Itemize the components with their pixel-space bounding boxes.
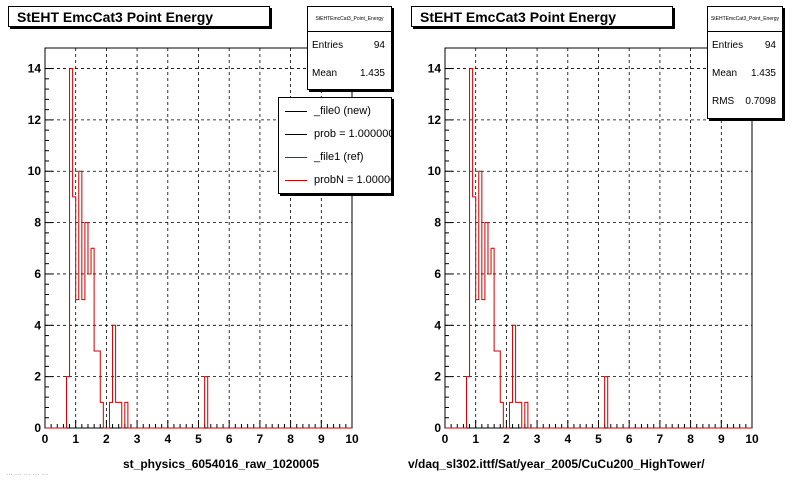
footer-faint-text: ... ... ... ... ... xyxy=(6,468,49,477)
legend-entry: prob = 1.000000 xyxy=(279,123,391,146)
y-tick-label: 6 xyxy=(34,267,41,281)
x-tick-label: 7 xyxy=(257,432,264,446)
x-tick-label: 5 xyxy=(595,432,602,446)
y-tick-label: 2 xyxy=(34,370,41,384)
stats-rms-row: RMS 0.7098 xyxy=(708,88,782,116)
legend-left: _file0 (new) prob = 1.000000 _file1 (ref… xyxy=(278,97,392,194)
x-tick-label: 3 xyxy=(134,432,141,446)
stats-entries-value: 94 xyxy=(373,40,385,51)
stats-box-right: StEHTEmcCat3_Point_Energy Entries 94 Mea… xyxy=(707,6,783,119)
y-tick-label: 2 xyxy=(434,370,441,384)
y-tick-label: 14 xyxy=(28,62,42,76)
canvas-title-left: StEHT EmcCat3 Point Energy xyxy=(8,6,270,27)
y-tick-label: 10 xyxy=(28,164,42,178)
y-tick-label: 14 xyxy=(428,62,442,76)
stats-entries-value: 94 xyxy=(764,40,776,51)
x-tick-label: 4 xyxy=(564,432,571,446)
legend-swatch-prob xyxy=(285,134,307,135)
stats-mean-label: Mean xyxy=(312,68,338,79)
legend-label: _file0 (new) xyxy=(314,105,371,117)
legend-label: _file1 (ref) xyxy=(314,151,364,163)
stats-mean-label: Mean xyxy=(712,68,738,79)
stats-rms-label: RMS xyxy=(712,96,735,107)
stats-histogram-name: StEHTEmcCat3_Point_Energy xyxy=(308,7,391,32)
x-tick-label: 6 xyxy=(626,432,633,446)
x-tick-label: 1 xyxy=(72,432,79,446)
x-tick-label: 4 xyxy=(164,432,171,446)
stats-entries-row: Entries 94 xyxy=(708,32,782,60)
x-tick-label: 8 xyxy=(687,432,694,446)
plot-frame xyxy=(444,47,753,429)
x-tick-label: 9 xyxy=(718,432,725,446)
y-tick-label: 8 xyxy=(34,216,41,230)
y-tick-label: 10 xyxy=(428,164,442,178)
x-tick-label: 10 xyxy=(745,432,759,446)
x-tick-label: 9 xyxy=(318,432,325,446)
stats-box-left: StEHTEmcCat3_Point_Energy Entries 94 Mea… xyxy=(307,6,392,90)
stats-histogram-name: StEHTEmcCat3_Point_Energy xyxy=(708,7,782,32)
legend-entry: _file0 (new) xyxy=(279,100,391,123)
y-tick-label: 6 xyxy=(434,267,441,281)
stats-entries-label: Entries xyxy=(312,40,344,51)
y-tick-label: 4 xyxy=(34,318,41,332)
legend-entry: _file1 (ref) xyxy=(279,146,391,169)
stats-entries-row: Entries 94 xyxy=(308,32,391,60)
x-tick-label: 0 xyxy=(42,432,49,446)
x-tick-label: 8 xyxy=(287,432,294,446)
legend-entry: probN = 1.000000 xyxy=(279,169,391,192)
x-tick-label: 0 xyxy=(442,432,449,446)
canvas-title-right: StEHT EmcCat3 Point Energy xyxy=(411,6,673,27)
stats-mean-row: Mean 1.435 xyxy=(308,60,391,88)
y-tick-label: 8 xyxy=(434,216,441,230)
x-tick-label: 5 xyxy=(195,432,202,446)
legend-swatch-probn xyxy=(285,180,307,181)
x-tick-label: 3 xyxy=(534,432,541,446)
x-tick-label: 2 xyxy=(103,432,110,446)
y-tick-label: 12 xyxy=(28,113,42,127)
x-tick-label: 10 xyxy=(345,432,359,446)
legend-label: prob = 1.000000 xyxy=(314,128,392,140)
y-tick-label: 0 xyxy=(34,421,41,435)
stats-entries-label: Entries xyxy=(712,40,744,51)
legend-swatch-new xyxy=(285,111,307,112)
y-tick-label: 0 xyxy=(434,421,441,435)
y-tick-label: 4 xyxy=(434,318,441,332)
x-tick-label: 7 xyxy=(657,432,664,446)
y-tick-label: 12 xyxy=(428,113,442,127)
legend-label: probN = 1.000000 xyxy=(314,174,391,186)
x-tick-label: 2 xyxy=(503,432,510,446)
histogram-series-line xyxy=(45,68,352,429)
stats-mean-row: Mean 1.435 xyxy=(708,60,782,88)
histogram-series-line xyxy=(445,68,752,429)
legend-swatch-ref xyxy=(285,157,307,158)
x-axis-title-left: st_physics_6054016_raw_1020005 xyxy=(123,457,320,471)
stats-rms-value: 0.7098 xyxy=(745,96,776,107)
stats-mean-value: 1.435 xyxy=(750,68,776,79)
stats-mean-value: 1.435 xyxy=(359,68,385,79)
x-axis-title-right: v/daq_sl302.ittf/Sat/year_2005/CuCu200_H… xyxy=(408,457,705,471)
x-tick-label: 1 xyxy=(472,432,479,446)
x-tick-label: 6 xyxy=(226,432,233,446)
